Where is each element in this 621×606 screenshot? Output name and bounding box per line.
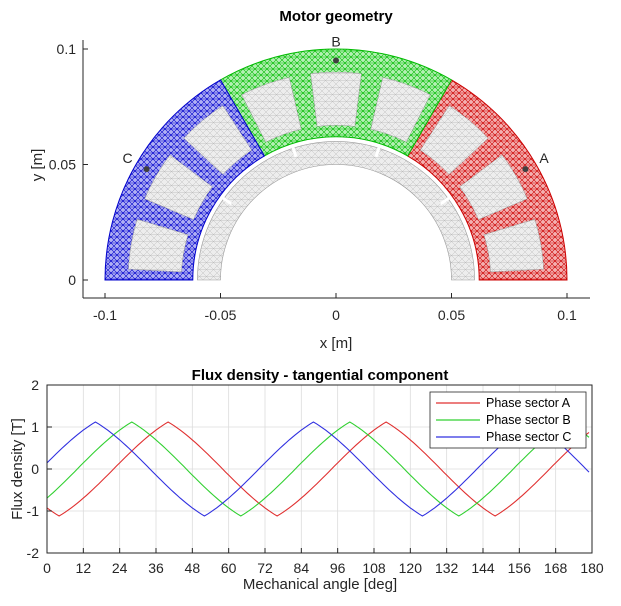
legend-label-b: Phase sector B xyxy=(486,413,571,427)
flux-y-tick-label: -1 xyxy=(27,503,40,519)
flux-y-tick-label: 0 xyxy=(31,461,39,477)
flux-density-panel: Flux density - tangential component 0 12 2… xyxy=(9,367,604,593)
flux-x-ticks: 0 12 24 36 48 60 72 84 96 108 120 132 144 156 168 180 xyxy=(43,548,604,576)
geometry-y-tick-label: 0.1 xyxy=(57,41,77,57)
flux-x-tick-label: 180 xyxy=(580,560,604,576)
phase-markers: A B C xyxy=(122,34,549,173)
flux-x-tick-label: 72 xyxy=(257,560,273,576)
flux-y-tick-label: 2 xyxy=(31,377,39,393)
geometry-y-ticks: 0 0.05 0.1 xyxy=(49,41,88,288)
flux-x-tick-label: 36 xyxy=(148,560,164,576)
rotor-gap xyxy=(291,145,298,158)
flux-legend: Phase sector A Phase sector B Phase sect… xyxy=(429,391,587,449)
flux-x-tick-label: 168 xyxy=(544,560,568,576)
flux-x-tick-label: 84 xyxy=(294,560,310,576)
geometry-y-label: y [m] xyxy=(29,149,46,182)
flux-series-b xyxy=(46,421,590,517)
rotor-gap xyxy=(374,145,381,158)
phase-marker-b xyxy=(333,57,339,64)
flux-y-label: Flux density [T] xyxy=(9,418,26,520)
flux-title: Flux density - tangential component xyxy=(192,367,449,384)
flux-x-tick-label: 12 xyxy=(76,560,92,576)
stator-slot xyxy=(241,77,302,143)
flux-x-tick-label: 96 xyxy=(330,560,346,576)
geometry-y-tick-label: 0.05 xyxy=(49,157,76,173)
geometry-x-tick-label: -0.1 xyxy=(93,307,117,323)
flux-x-tick-label: 108 xyxy=(362,560,386,576)
geometry-x-ticks: -0.1 -0.05 0 0.05 0.1 xyxy=(93,293,577,323)
geometry-title: Motor geometry xyxy=(279,8,393,25)
flux-series-a xyxy=(46,421,590,517)
stator-slot xyxy=(459,154,528,220)
rotor-gap xyxy=(221,195,233,206)
legend-label-c: Phase sector C xyxy=(486,430,571,444)
stator-slot xyxy=(370,77,431,143)
flux-x-tick-label: 48 xyxy=(185,560,201,576)
flux-x-tick-label: 24 xyxy=(112,560,128,576)
rotor xyxy=(197,141,475,281)
geometry-x-tick-label: 0 xyxy=(332,307,340,323)
phase-marker-a xyxy=(522,166,529,173)
flux-y-tick-label: -2 xyxy=(27,545,40,561)
stator-slot xyxy=(183,105,253,175)
flux-x-tick-label: 120 xyxy=(399,560,423,576)
stator-slot xyxy=(128,218,189,273)
rotor-gap xyxy=(439,195,451,206)
motor-geometry-panel: Motor geometry -0.1 -0.05 0 0.05 0.1 0 0.05 0.… xyxy=(29,8,590,352)
flux-x-tick-label: 60 xyxy=(221,560,237,576)
geometry-x-label: x [m] xyxy=(320,335,353,352)
geometry-x-tick-label: -0.05 xyxy=(205,307,237,323)
flux-x-tick-label: 0 xyxy=(43,560,51,576)
phase-marker-label-a: A xyxy=(539,150,549,166)
phase-marker-c xyxy=(143,166,150,173)
stator-slot xyxy=(483,218,544,273)
flux-y-tick-label: 1 xyxy=(31,419,39,435)
geometry-shapes xyxy=(104,48,568,281)
flux-x-tick-label: 144 xyxy=(471,560,495,576)
flux-x-tick-label: 156 xyxy=(508,560,532,576)
phase-marker-label-b: B xyxy=(331,34,340,50)
geometry-x-tick-label: 0.1 xyxy=(557,307,577,323)
stator-slot xyxy=(419,105,489,175)
flux-x-label: Mechanical angle [deg] xyxy=(243,576,397,593)
geometry-y-tick-label: 0 xyxy=(68,272,76,288)
stator-slot xyxy=(144,154,213,220)
legend-label-a: Phase sector A xyxy=(486,396,571,410)
flux-x-tick-label: 132 xyxy=(435,560,459,576)
geometry-x-tick-label: 0.05 xyxy=(438,307,465,323)
stator-slot xyxy=(310,71,362,127)
flux-y-ticks: -2 -1 0 1 2 xyxy=(27,377,52,561)
phase-marker-label-c: C xyxy=(122,150,132,166)
